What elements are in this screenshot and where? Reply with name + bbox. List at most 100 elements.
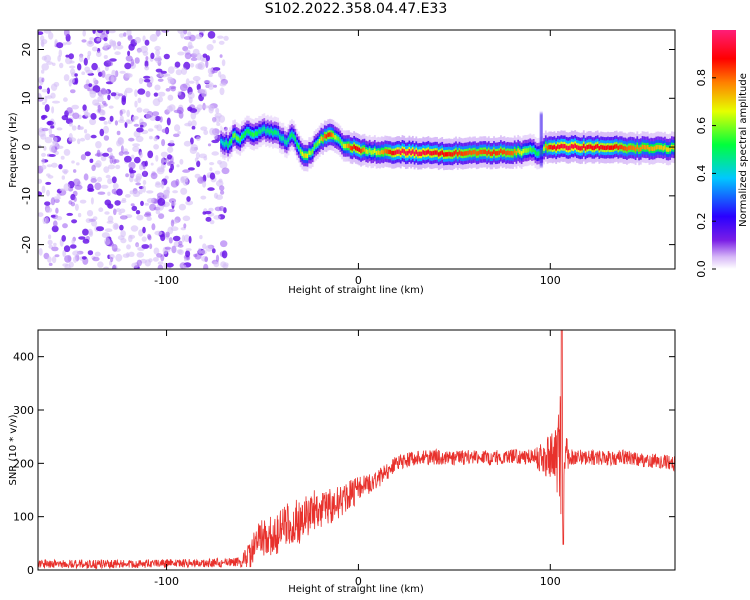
noise-speck [115, 164, 121, 170]
noise-speck [142, 185, 147, 193]
ridge-cell [405, 151, 407, 156]
noise-speck [104, 211, 110, 215]
noise-speck [119, 109, 123, 117]
noise-speck [98, 116, 106, 121]
x-tick-label: -100 [154, 274, 179, 287]
colorbar: 0.0 0.2 0.4 0.6 0.8 Normalized spectral ampl… [695, 30, 749, 278]
noise-speck [48, 127, 53, 136]
ridge-cell [285, 140, 288, 145]
noise-speck [117, 41, 122, 46]
noise-speck [63, 30, 70, 37]
ridge-cell [327, 132, 330, 138]
noise-speck [168, 208, 175, 213]
noise-speck [89, 158, 94, 163]
ridge-cell [475, 151, 478, 156]
noise-speck [124, 121, 128, 128]
ridge-cell [534, 150, 537, 155]
ridge-cell [370, 150, 373, 155]
ridge-cell [342, 143, 345, 149]
noise-speck [153, 144, 160, 150]
noise-speck [38, 93, 42, 99]
noise-speck [216, 122, 221, 126]
noise-speck [103, 103, 108, 107]
ridge-cell [538, 151, 540, 156]
noise-speck [121, 95, 127, 102]
noise-speck [183, 223, 187, 229]
noise-speck [145, 112, 151, 120]
noise-speck [163, 189, 171, 194]
y-tick-label: -10 [20, 187, 33, 205]
noise-speck [107, 94, 111, 101]
ridge-cell [588, 144, 590, 149]
noise-speck [172, 190, 179, 194]
noise-speck [103, 121, 108, 125]
noise-speck [177, 30, 184, 34]
ridge-cell [384, 148, 387, 154]
ridge-cell [558, 144, 561, 150]
noise-speck [41, 152, 46, 157]
noise-speck [185, 78, 190, 86]
y-tick-label: 20 [20, 43, 33, 57]
noise-speck [145, 56, 149, 61]
ridge-cell [375, 150, 378, 156]
ridge-cell [272, 130, 274, 136]
noise-speck [100, 155, 107, 162]
noise-speck [103, 166, 110, 174]
ridge-cell [519, 149, 521, 155]
ridge-cell [617, 145, 620, 151]
noise-speck [62, 42, 67, 46]
noise-speck [189, 34, 196, 42]
ridge-cell [322, 137, 324, 142]
noise-speck [188, 80, 195, 84]
ridge-cell [265, 129, 267, 134]
ridge-cell [308, 150, 311, 155]
noise-speck [38, 31, 44, 35]
noise-speck [165, 231, 170, 238]
noise-speck [124, 72, 131, 79]
ridge-cell [660, 145, 663, 150]
ridge-cell [589, 144, 592, 149]
ridge-cell [303, 153, 305, 158]
noise-speck [77, 138, 81, 145]
noise-speck [201, 90, 208, 98]
noise-speck [95, 141, 102, 149]
noise-speck [97, 191, 106, 195]
noise-speck [166, 105, 173, 113]
ridge-cell [612, 145, 615, 150]
noise-speck [108, 148, 113, 153]
noise-speck [43, 146, 47, 151]
noise-speck [92, 256, 100, 262]
ridge-cell [329, 132, 331, 137]
ridge-cell [543, 146, 545, 151]
noise-speck [63, 97, 68, 102]
noise-speck [71, 104, 79, 110]
noise-speck [77, 63, 82, 71]
noise-speck [163, 73, 171, 77]
noise-speck [64, 255, 72, 263]
ridge-cell [351, 146, 354, 151]
noise-speck [120, 200, 127, 203]
ridge-cell [467, 150, 470, 156]
noise-speck [144, 39, 150, 46]
noise-speck [174, 61, 181, 68]
noise-speck [103, 135, 110, 141]
noise-speck [41, 55, 47, 61]
ridge-cell [481, 149, 483, 155]
noise-speck [167, 76, 173, 82]
noise-speck [73, 256, 78, 263]
noise-speck [69, 122, 73, 127]
noise-speck [167, 146, 174, 153]
noise-speck [160, 157, 165, 164]
noise-speck [91, 164, 96, 172]
noise-speck [190, 63, 195, 68]
noise-speck [101, 70, 106, 78]
noise-speck [167, 154, 172, 160]
noise-speck [48, 262, 53, 266]
noise-speck [114, 120, 118, 126]
noise-speck [91, 220, 98, 227]
noise-speck [112, 264, 118, 269]
ridge-cell [278, 135, 281, 140]
noise-speck [42, 101, 46, 105]
ridge-cell [491, 151, 494, 156]
ridge-cell [598, 145, 601, 151]
